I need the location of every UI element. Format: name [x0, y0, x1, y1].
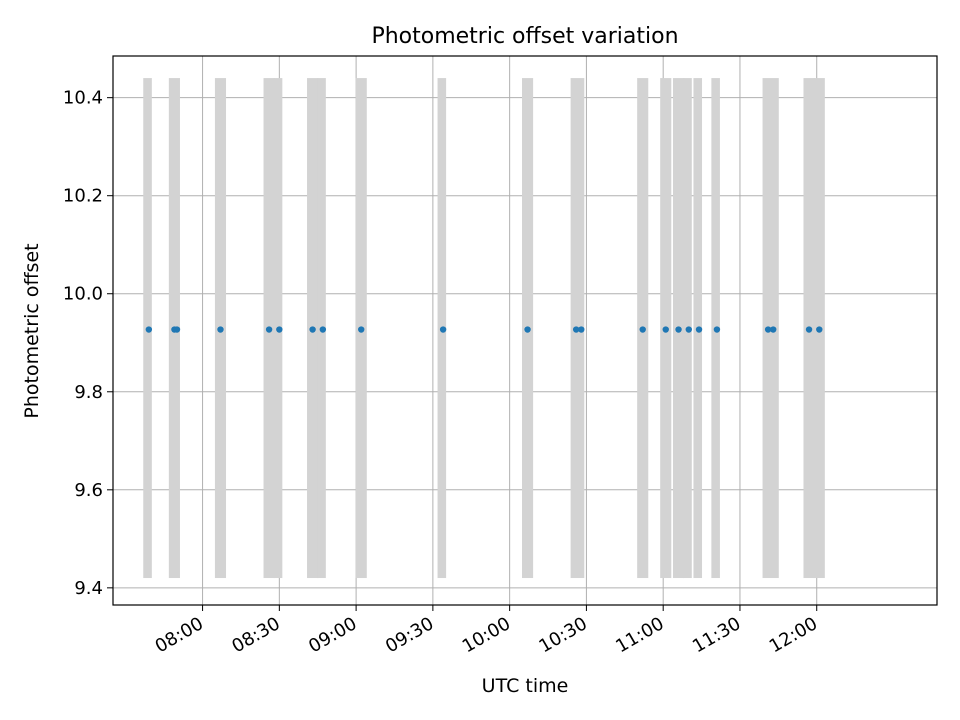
x-tick-label: 08:00 [152, 613, 207, 657]
data-point [319, 326, 327, 333]
data-point [276, 326, 283, 333]
y-tick-label: 10.2 [63, 186, 103, 207]
y-tick-label: 9.4 [74, 578, 103, 599]
data-point [764, 326, 772, 333]
x-tick-label: 09:30 [382, 613, 437, 657]
data-point [439, 326, 447, 333]
data-point [217, 326, 224, 333]
data-point [639, 326, 646, 333]
plot-frame [112, 55, 938, 606]
data-point [358, 326, 365, 333]
data-point [695, 326, 703, 333]
y-tick-label: 10.0 [63, 284, 103, 305]
y-tick-label: 9.6 [74, 480, 103, 501]
y-axis-label: Photometric offset [21, 243, 43, 418]
x-tick-label: 11:30 [689, 613, 744, 657]
x-tick-label: 09:00 [305, 613, 360, 657]
data-point [524, 326, 531, 333]
data-point [685, 326, 692, 333]
chart-title: Photometric offset variation [371, 24, 678, 49]
data-points [145, 326, 823, 333]
y-tick-label: 10.4 [63, 88, 103, 109]
data-point [805, 326, 813, 333]
x-tick-label: 08:30 [228, 613, 283, 657]
x-tick-label: 12:00 [766, 613, 821, 657]
data-point [770, 326, 777, 333]
x-tick-label: 11:00 [612, 613, 667, 657]
x-tick-label: 10:30 [535, 613, 590, 657]
data-point [675, 326, 682, 333]
data-point [309, 326, 316, 333]
data-point [816, 326, 823, 333]
x-axis-label: UTC time [482, 675, 569, 697]
y-tick-label: 9.8 [74, 382, 103, 403]
time-bands [143, 78, 825, 579]
x-tick-label: 10:00 [459, 613, 514, 657]
data-point [145, 326, 153, 333]
data-point [265, 326, 273, 333]
data-point [713, 326, 721, 333]
data-point [173, 326, 181, 333]
data-point [578, 326, 585, 333]
data-point [572, 326, 580, 333]
data-point [662, 326, 669, 333]
